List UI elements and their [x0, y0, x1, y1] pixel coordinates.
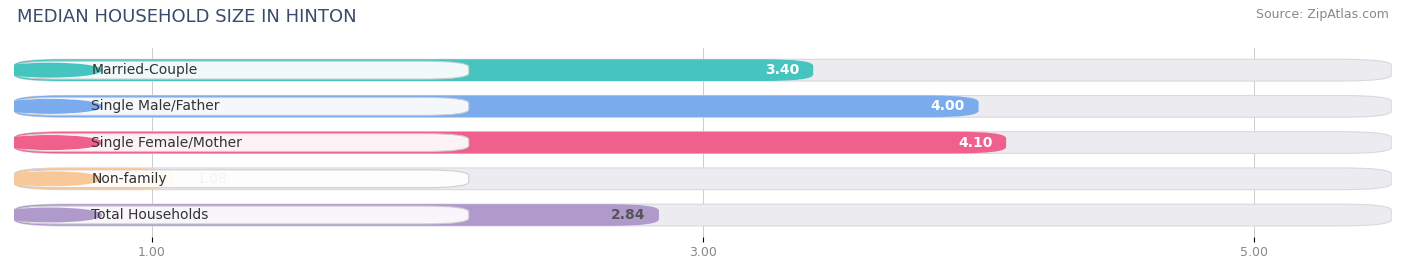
Text: Source: ZipAtlas.com: Source: ZipAtlas.com — [1256, 8, 1389, 21]
Text: Total Households: Total Households — [91, 208, 208, 222]
Text: 1.08: 1.08 — [195, 172, 226, 186]
Circle shape — [4, 64, 96, 76]
Text: Married-Couple: Married-Couple — [91, 63, 197, 77]
Circle shape — [0, 208, 101, 222]
FancyBboxPatch shape — [14, 97, 468, 115]
FancyBboxPatch shape — [14, 168, 174, 190]
FancyBboxPatch shape — [14, 204, 659, 226]
Text: Single Female/Mother: Single Female/Mother — [91, 136, 242, 150]
Circle shape — [0, 172, 101, 186]
FancyBboxPatch shape — [14, 132, 1007, 153]
Text: 2.84: 2.84 — [610, 208, 645, 222]
Text: 4.00: 4.00 — [931, 99, 965, 113]
FancyBboxPatch shape — [14, 134, 468, 151]
FancyBboxPatch shape — [14, 61, 468, 79]
Circle shape — [4, 100, 96, 112]
FancyBboxPatch shape — [14, 59, 813, 81]
FancyBboxPatch shape — [14, 206, 468, 224]
FancyBboxPatch shape — [14, 95, 979, 117]
Circle shape — [0, 63, 101, 77]
FancyBboxPatch shape — [14, 204, 1392, 226]
Text: 3.40: 3.40 — [765, 63, 800, 77]
Text: Single Male/Father: Single Male/Father — [91, 99, 219, 113]
Circle shape — [0, 100, 101, 113]
Circle shape — [4, 173, 96, 185]
FancyBboxPatch shape — [14, 95, 1392, 117]
Text: 4.10: 4.10 — [957, 136, 993, 150]
FancyBboxPatch shape — [14, 132, 1392, 153]
FancyBboxPatch shape — [14, 168, 1392, 190]
Text: MEDIAN HOUSEHOLD SIZE IN HINTON: MEDIAN HOUSEHOLD SIZE IN HINTON — [17, 8, 357, 26]
FancyBboxPatch shape — [14, 59, 1392, 81]
Text: Non-family: Non-family — [91, 172, 167, 186]
Circle shape — [0, 136, 101, 149]
Circle shape — [4, 209, 96, 221]
Circle shape — [4, 136, 96, 149]
FancyBboxPatch shape — [14, 170, 468, 188]
